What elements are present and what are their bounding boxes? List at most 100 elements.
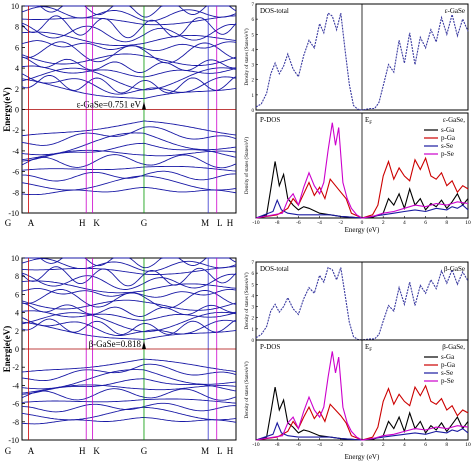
kpoint-label: M	[201, 218, 209, 228]
x-axis-label: Energy (eV)	[345, 226, 380, 234]
y-tick-label: 5	[252, 283, 255, 288]
band-line	[21, 56, 237, 73]
panel-label: ε-GaSe,	[443, 116, 465, 124]
band-line	[21, 406, 237, 421]
legend-label: p-Ga	[441, 361, 456, 369]
y-tick-label: 6	[252, 272, 255, 277]
dos-panel: 0 1 2 3 4 5 6 7 Density of states (States/eV) DOS…	[245, 261, 469, 353]
y-tick-label: 4	[252, 294, 255, 299]
band-line	[21, 6, 237, 22]
y-tick-label: -4	[12, 147, 19, 156]
panel-label: β-GaSe	[444, 265, 465, 273]
x-tick-label: 6	[424, 442, 427, 448]
y-tick-label: 2	[15, 327, 19, 336]
x-tick-label: 6	[424, 220, 427, 226]
x-tick-label: 4	[403, 442, 406, 448]
dos-series-line	[255, 266, 469, 341]
band-line	[21, 310, 237, 321]
y-tick-label: 3	[252, 64, 255, 69]
band-line	[22, 402, 237, 413]
y-tick-label: 4	[252, 48, 255, 53]
x-tick-label: -4	[317, 220, 322, 226]
y-tick-label: -2	[12, 363, 19, 372]
band-gap-annotation: ε-GaSe=0.751 eV	[77, 100, 142, 110]
panel-label: ε-GaSe	[445, 7, 465, 15]
y-tick-label: 2	[15, 85, 19, 94]
x-tick-label: -2	[339, 442, 344, 448]
dos-series-line	[255, 12, 469, 111]
y-tick-label: 10	[11, 254, 19, 263]
y-tick-label: 4	[15, 64, 19, 73]
y-tick-label: 5	[252, 33, 255, 38]
band-line	[21, 154, 237, 169]
x-tick-label: -4	[317, 442, 322, 448]
y-axis-label: Energy(eV)	[2, 87, 12, 132]
kpoint-label: A	[28, 446, 35, 456]
fermi-label: EF	[365, 343, 372, 353]
kpoint-label: K	[93, 218, 100, 228]
band-line	[21, 78, 237, 100]
y-tick-label: 1	[252, 328, 255, 333]
band-line	[21, 358, 237, 373]
band-line	[21, 388, 237, 401]
x-tick-label: -8	[275, 442, 280, 448]
y-tick-label: -6	[12, 400, 19, 409]
x-tick-label: -8	[275, 220, 280, 226]
band-line	[21, 165, 237, 172]
band-line	[21, 149, 237, 161]
band-gap-marker	[141, 341, 146, 349]
y-tick-label: 4	[15, 309, 19, 318]
x-tick-label: -6	[296, 442, 301, 448]
y-tick-label: 8	[15, 272, 19, 281]
kpoint-label: H	[227, 218, 234, 228]
dos-series-line	[255, 156, 469, 219]
x-tick-label: 10	[465, 442, 471, 448]
dos-panel: Density of states (States/eV) P-DOS ε-GaSe…	[245, 112, 471, 234]
legend-label: s-Se	[441, 369, 453, 377]
dos-series-line	[255, 351, 469, 441]
band-line	[21, 187, 237, 196]
panel-title: DOS-total	[260, 265, 289, 273]
y-axis-label: Density of states (States/eV)	[245, 28, 250, 85]
kpoint-label: H	[227, 446, 234, 456]
y-tick-label: 0	[15, 106, 19, 115]
kpoint-label: H	[79, 446, 86, 456]
x-tick-label: 0	[361, 220, 364, 226]
x-tick-label: 10	[465, 220, 471, 226]
x-tick-label: -10	[252, 442, 260, 448]
kpoint-label: L	[217, 218, 223, 228]
panel-label: β-GaSe,	[442, 343, 465, 351]
kpoint-label: G	[141, 218, 148, 228]
x-tick-label: -2	[339, 220, 344, 226]
band-line	[21, 317, 237, 336]
y-tick-label: 7	[252, 3, 255, 8]
y-tick-label: -8	[12, 188, 19, 197]
band-line	[21, 266, 237, 275]
band-line	[21, 302, 237, 317]
kpoint-label: K	[93, 446, 100, 456]
band-line	[21, 299, 237, 311]
band-line	[21, 398, 237, 404]
y-tick-label: 6	[15, 43, 19, 52]
band-line	[21, 73, 237, 95]
x-tick-label: 2	[382, 220, 385, 226]
y-tick-label: -6	[12, 168, 19, 177]
band-line	[21, 321, 237, 340]
legend-label: s-Ga	[441, 353, 455, 361]
kpoint-label: M	[201, 446, 209, 456]
dos-series-line	[255, 122, 469, 219]
panel-title: P-DOS	[260, 116, 280, 124]
legend-label: s-Ga	[441, 126, 455, 134]
y-tick-label: 2	[252, 317, 255, 322]
x-tick-label: -6	[296, 220, 301, 226]
fermi-label: EF	[365, 116, 372, 126]
y-axis-label: Density of states (States/eV)	[245, 272, 250, 329]
band-line	[21, 318, 237, 335]
band-line	[21, 384, 237, 394]
band-line	[21, 280, 237, 294]
x-tick-label: 8	[445, 220, 448, 226]
band-line	[22, 170, 236, 182]
